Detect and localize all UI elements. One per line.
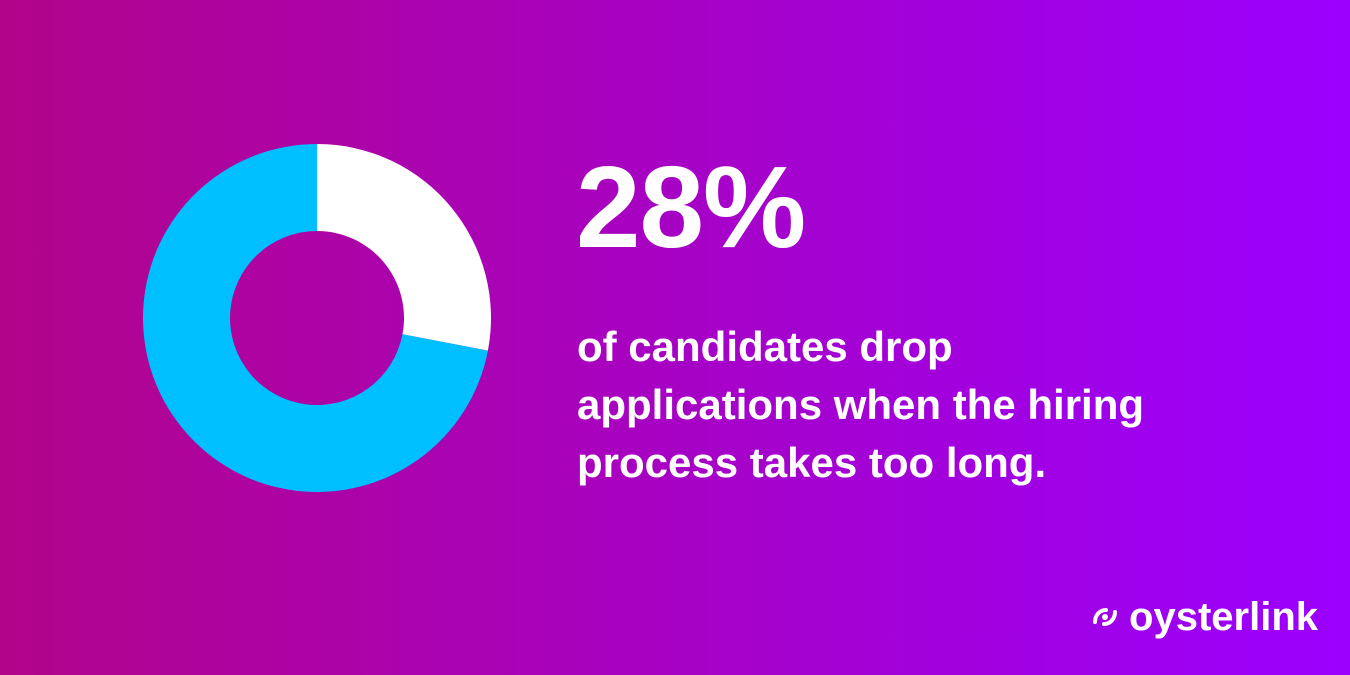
stat-caption-line-1: of candidates drop [577, 323, 953, 370]
donut-chart [142, 143, 492, 493]
stat-caption-line-3: process takes too long. [577, 439, 1047, 486]
donut-slice-1 [317, 144, 491, 351]
brand-logo: oysterlink [1089, 597, 1318, 637]
stat-caption: of candidates drop applications when the… [577, 318, 1277, 492]
stat-caption-line-2: applications when the hiring [577, 381, 1145, 428]
brand-name: oysterlink [1129, 595, 1318, 639]
donut-slice-2 [142, 143, 488, 492]
donut-chart-svg [142, 143, 491, 492]
stat-value: 28% [576, 142, 806, 272]
oysterlink-logo-icon [1093, 608, 1118, 626]
